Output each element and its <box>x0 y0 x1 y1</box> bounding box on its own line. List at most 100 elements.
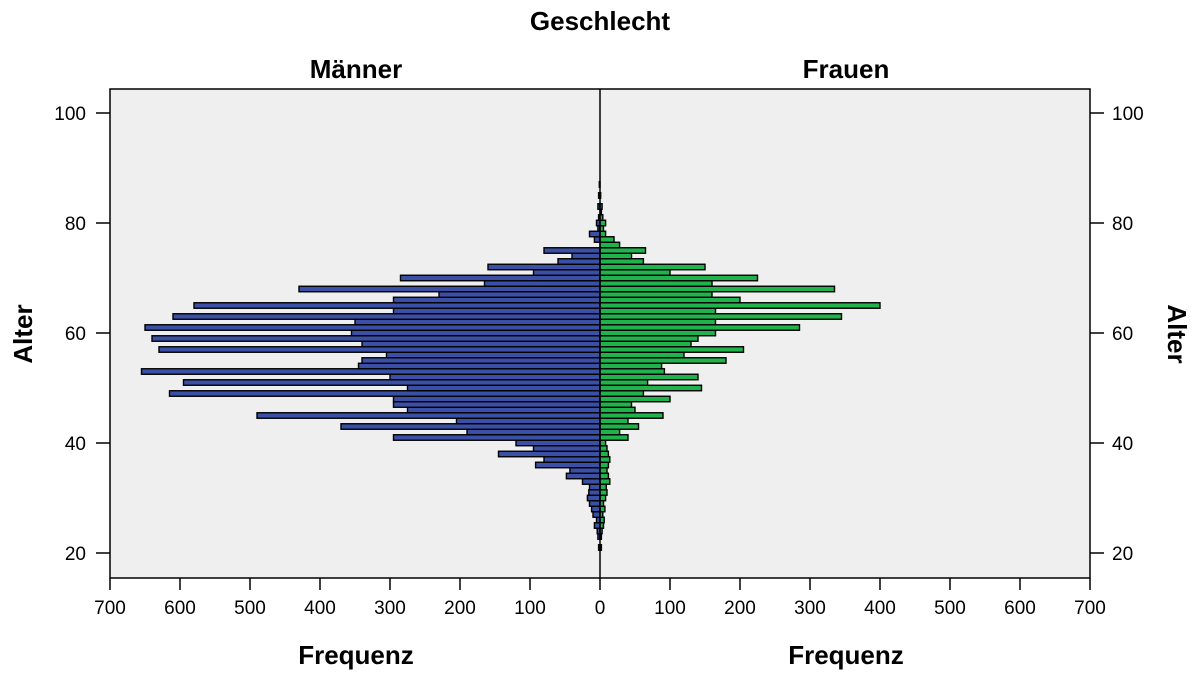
x-tick-label-2: 500 <box>234 598 266 619</box>
x-tick-label-11: 400 <box>864 598 896 619</box>
bar-maenner-44 <box>455 417 601 425</box>
bar-maenner-59 <box>151 335 601 342</box>
panel-title-maenner: Männer <box>310 54 402 84</box>
x-tick-label-8: 100 <box>654 598 686 619</box>
bar-frauen-44 <box>599 417 629 425</box>
y-axis-label-left: Alter <box>8 304 38 363</box>
bar-frauen-77 <box>599 236 615 243</box>
bar-maenner-39 <box>532 445 601 452</box>
bar-maenner-61 <box>144 324 601 331</box>
bar-maenner-72 <box>487 263 601 271</box>
bar-frauen-52 <box>599 373 699 381</box>
x-tick-label-5: 200 <box>444 598 476 619</box>
bar-maenner-36 <box>534 461 601 469</box>
bar-maenner-49 <box>168 390 601 397</box>
bar-maenner-47 <box>392 401 601 408</box>
y-tick-label-right-60: 60 <box>1112 324 1133 345</box>
bar-maenner-37 <box>543 456 601 463</box>
bar-frauen-33 <box>599 478 611 485</box>
bar-maenner-70 <box>399 274 601 282</box>
bar-frauen-60 <box>599 329 717 337</box>
bar-frauen-69 <box>599 280 713 287</box>
bar-frauen-54 <box>599 362 663 370</box>
bar-maenner-58 <box>361 340 601 348</box>
bar-maenner-46 <box>406 406 601 414</box>
y-tick-label-left-80: 80 <box>65 214 86 235</box>
bar-maenner-77 <box>593 236 601 243</box>
bar-frauen-40 <box>599 439 607 447</box>
bar-frauen-78 <box>599 230 607 238</box>
bar-frauen-30 <box>599 494 607 502</box>
bar-frauen-64 <box>599 307 717 315</box>
bar-maenner-66 <box>392 296 601 304</box>
x-tick-label-3: 400 <box>304 598 336 619</box>
bar-maenner-27 <box>592 511 601 518</box>
bar-maenner-40 <box>515 439 601 447</box>
bar-maenner-52 <box>389 373 601 381</box>
bar-frauen-59 <box>599 335 699 342</box>
bar-frauen-47 <box>599 401 633 408</box>
bar-frauen-41 <box>599 434 629 441</box>
bar-maenner-69 <box>483 280 601 287</box>
bar-frauen-34 <box>599 472 610 480</box>
bar-frauen-65 <box>599 302 881 309</box>
x-axis-ticks: 700 600 500 400 300 200 100 0 100 200 300 400 500 600… <box>94 578 1106 619</box>
bar-maenner-28 <box>590 505 601 513</box>
bar-frauen-32 <box>599 483 608 491</box>
bar-maenner-60 <box>350 329 601 337</box>
y-tick-label-right-40: 40 <box>1112 434 1133 455</box>
bar-maenner-41 <box>392 434 601 441</box>
bar-maenner-56 <box>385 351 601 359</box>
bar-frauen-73 <box>599 258 645 265</box>
y-axis-ticks: 20 20 40 40 60 60 80 80 100 100 <box>54 104 1143 565</box>
bar-frauen-46 <box>599 406 636 414</box>
bar-frauen-62 <box>599 318 717 326</box>
bar-maenner-78 <box>588 230 601 238</box>
bar-frauen-56 <box>599 351 685 359</box>
x-tick-label-1: 600 <box>164 598 196 619</box>
x-tick-label-10: 300 <box>794 598 826 619</box>
y-tick-label-right-20: 20 <box>1112 544 1133 565</box>
y-tick-label-right-80: 80 <box>1112 214 1133 235</box>
bar-maenner-42 <box>466 428 601 436</box>
bar-maenner-64 <box>392 307 601 315</box>
bar-maenner-57 <box>158 346 601 353</box>
x-tick-label-13: 600 <box>1004 598 1036 619</box>
bar-maenner-67 <box>438 291 601 298</box>
bar-frauen-61 <box>599 324 801 331</box>
bar-frauen-74 <box>599 252 633 260</box>
y-tick-label-left-40: 40 <box>65 434 86 455</box>
bar-frauen-76 <box>599 241 621 249</box>
bar-maenner-25 <box>593 522 601 529</box>
bar-maenner-74 <box>571 252 601 260</box>
x-tick-label-9: 200 <box>724 598 756 619</box>
bar-frauen-37 <box>599 456 611 463</box>
bar-maenner-45 <box>256 412 601 419</box>
bar-frauen-45 <box>599 412 664 419</box>
bar-maenner-33 <box>581 478 601 485</box>
bar-maenner-32 <box>588 483 601 491</box>
bar-maenner-65 <box>193 302 601 309</box>
chart-title: Geschlecht <box>530 6 671 36</box>
bar-maenner-30 <box>586 494 601 502</box>
bar-frauen-57 <box>599 346 745 353</box>
bar-maenner-71 <box>532 269 601 276</box>
y-tick-label-left-20: 20 <box>65 544 86 565</box>
bar-maenner-54 <box>357 362 601 370</box>
bar-maenner-31 <box>588 489 601 496</box>
bar-frauen-42 <box>599 428 621 436</box>
bar-frauen-31 <box>599 489 608 496</box>
bar-maenner-62 <box>354 318 601 326</box>
x-axis-label-left: Frequenz <box>298 640 414 670</box>
bar-maenner-73 <box>557 258 601 265</box>
bar-maenner-34 <box>565 472 601 480</box>
bar-maenner-43 <box>340 423 601 430</box>
y-tick-label-right-100: 100 <box>1112 104 1144 125</box>
x-tick-label-4: 300 <box>374 598 406 619</box>
bar-frauen-35 <box>599 467 608 474</box>
bar-maenner-48 <box>392 395 601 403</box>
bar-maenner-55 <box>361 357 601 364</box>
bar-frauen-50 <box>599 384 703 392</box>
bar-frauen-48 <box>599 395 671 403</box>
bar-maenner-51 <box>182 379 601 386</box>
